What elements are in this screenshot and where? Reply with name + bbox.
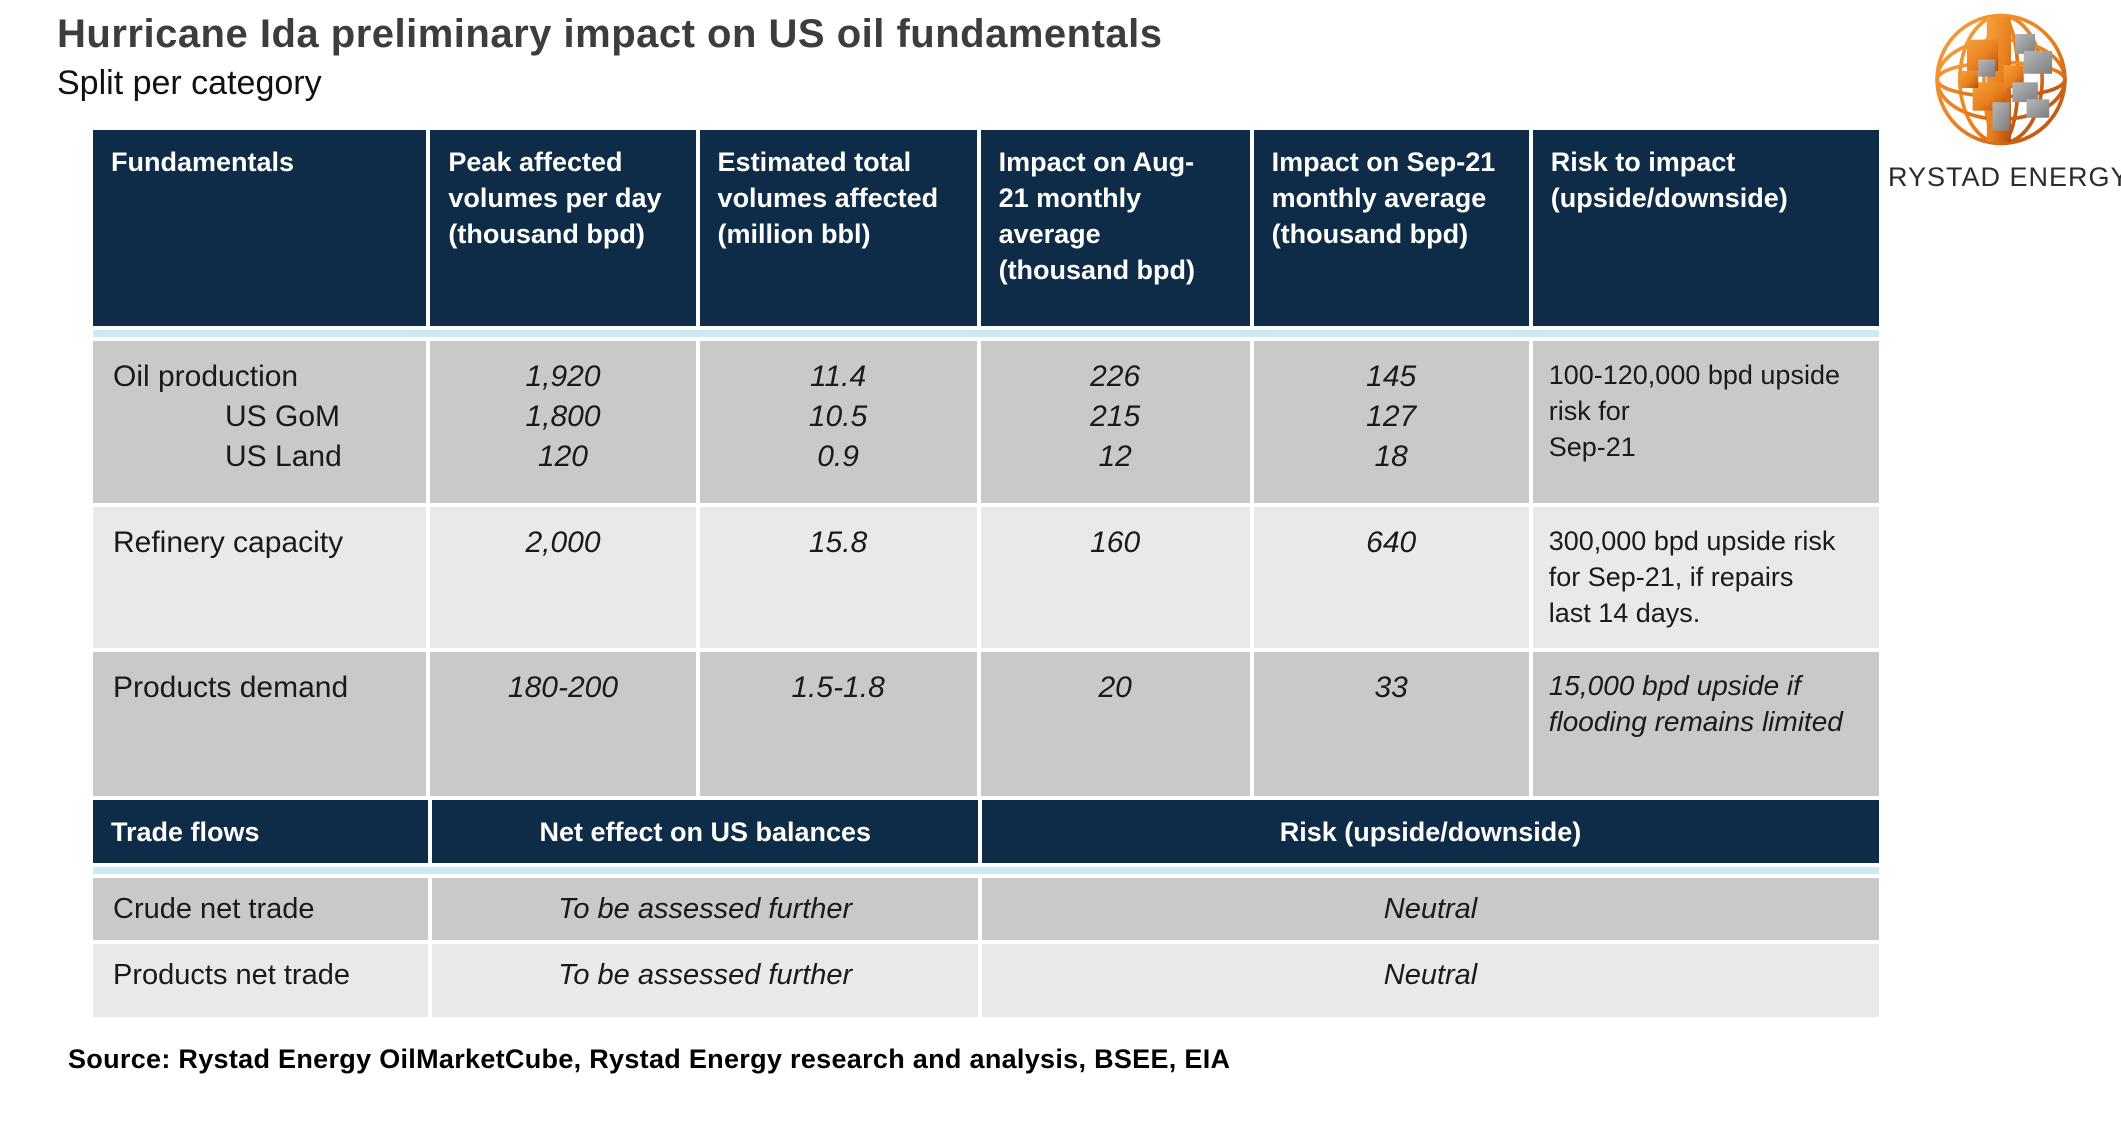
products-demand-aug-value: 20 <box>980 652 1250 796</box>
header-accent-line <box>93 867 1879 874</box>
crude-net-trade-risk: Neutral <box>982 878 1879 940</box>
products-net-trade-effect: To be assessed further <box>432 944 979 1017</box>
oil-production-total-values: 11.4 10.5 0.9 <box>699 341 977 503</box>
value: 215 <box>1090 400 1141 433</box>
header-accent-line <box>93 330 1879 337</box>
col-header-impact-sep: Impact on Sep-21 monthly average (thousa… <box>1253 130 1529 326</box>
category-subitem: US Land <box>225 440 342 473</box>
value: 12 <box>1098 440 1132 473</box>
oil-production-aug-values: 226 215 12 <box>980 341 1250 503</box>
page-title: Hurricane Ida preliminary impact on US o… <box>57 12 1163 56</box>
refinery-peak-value: 2,000 <box>430 507 696 648</box>
rystad-logo: RYSTAD ENERGY <box>1888 8 2121 193</box>
oil-production-sep-values: 145 127 18 <box>1253 341 1529 503</box>
value: 127 <box>1366 400 1417 433</box>
value: 18 <box>1374 440 1408 473</box>
col-header-fundamentals: Fundamentals <box>93 130 427 326</box>
value: 1,920 <box>525 360 601 393</box>
products-demand-sep-value: 33 <box>1253 652 1529 796</box>
table-row-oil-production-category: Oil production US GoM US Land <box>93 341 427 503</box>
value: 226 <box>1090 360 1141 393</box>
value: 145 <box>1366 360 1417 393</box>
col-header-peak-volumes: Peak affected volumes per day (thousand … <box>430 130 696 326</box>
table-row-products-demand-category: Products demand <box>93 652 427 796</box>
page-subtitle: Split per category <box>57 64 322 102</box>
products-net-trade-risk: Neutral <box>982 944 1879 1017</box>
value: 0.9 <box>817 440 859 473</box>
products-demand-risk-note: 15,000 bpd upside if flooding remains li… <box>1532 652 1879 796</box>
value: 11.4 <box>809 360 867 393</box>
value: 10.5 <box>808 400 868 433</box>
tables-area: Fundamentals Peak affected volumes per d… <box>93 130 1879 1017</box>
col-header-net-effect: Net effect on US balances <box>432 800 979 863</box>
value: 1,800 <box>525 400 601 433</box>
refinery-risk-note: 300,000 bpd upside risk for Sep-21, if r… <box>1532 507 1879 648</box>
refinery-total-value: 15.8 <box>699 507 977 648</box>
col-header-trade-risk: Risk (upside/downside) <box>982 800 1879 863</box>
col-header-trade-flows: Trade flows <box>93 800 429 863</box>
table-row-refinery-category: Refinery capacity <box>93 507 427 648</box>
table-row-crude-net-trade: Crude net trade <box>93 878 429 940</box>
trade-flows-table: Trade flows Net effect on US balances Ri… <box>93 800 1879 1017</box>
fundamentals-table: Fundamentals Peak affected volumes per d… <box>93 130 1879 796</box>
value: 120 <box>537 440 588 473</box>
oil-production-peak-values: 1,920 1,800 120 <box>430 341 696 503</box>
refinery-sep-value: 640 <box>1253 507 1529 648</box>
category-label: Oil production <box>113 360 299 393</box>
col-header-total-volumes: Estimated total volumes affected (millio… <box>699 130 977 326</box>
col-header-risk: Risk to impact (upside/downside) <box>1532 130 1879 326</box>
globe-icon <box>1934 13 2067 146</box>
source-note: Source: Rystad Energy OilMarketCube, Rys… <box>68 1044 1231 1074</box>
category-subitem: US GoM <box>225 400 341 433</box>
table-row-products-net-trade: Products net trade <box>93 944 429 1017</box>
oil-production-risk-note: 100-120,000 bpd upside risk for Sep-21 <box>1532 341 1879 503</box>
products-demand-total-value: 1.5-1.8 <box>699 652 977 796</box>
products-demand-peak-value: 180-200 <box>430 652 696 796</box>
col-header-impact-aug: Impact on Aug- 21 monthly average (thous… <box>980 130 1250 326</box>
brand-name: RYSTAD ENERGY <box>1888 162 2121 192</box>
crude-net-trade-effect: To be assessed further <box>432 878 979 940</box>
refinery-aug-value: 160 <box>980 507 1250 648</box>
